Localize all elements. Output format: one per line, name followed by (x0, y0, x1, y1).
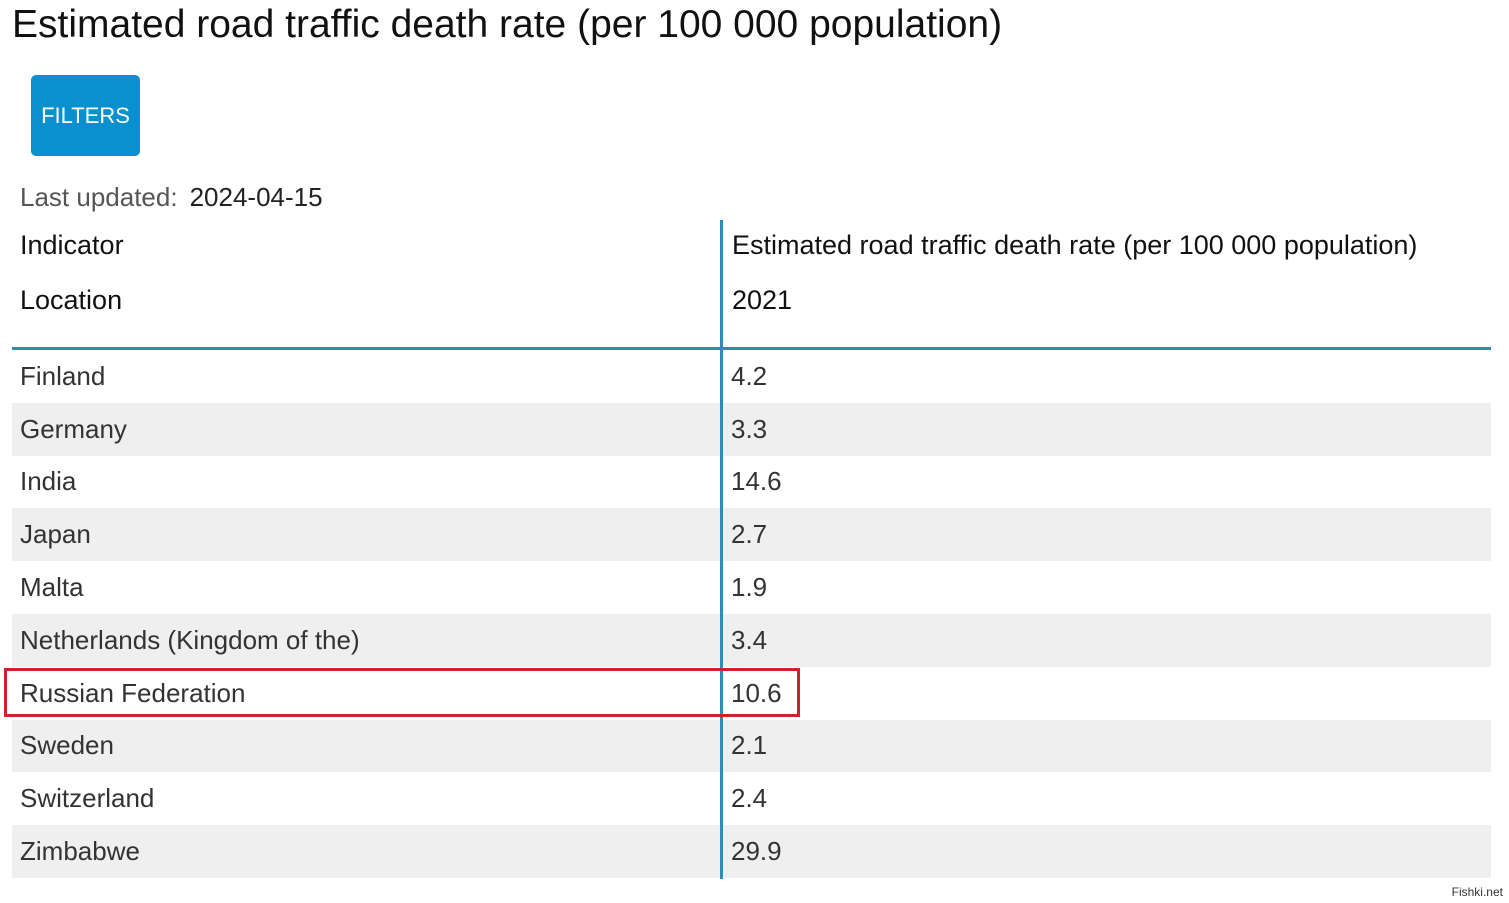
value-cell: 1.9 (731, 572, 768, 603)
location-cell: Finland (20, 360, 106, 391)
table-header: Indicator Estimated road traffic death r… (12, 220, 1491, 350)
location-cell: Zimbabwe (20, 836, 140, 867)
value-cell: 3.4 (731, 624, 768, 655)
value-cell: 2.7 (731, 519, 768, 550)
page-title: Estimated road traffic death rate (per 1… (12, 3, 1003, 46)
table-row: Switzerland 2.4 (12, 772, 1491, 825)
filters-button[interactable]: FILTERS (31, 75, 140, 156)
value-cell: 4.2 (731, 360, 768, 391)
header-location-label: Location (20, 285, 123, 315)
last-updated: Last updated: 2024-04-15 (20, 181, 323, 213)
header-indicator-label: Indicator (20, 230, 124, 260)
location-cell: Sweden (20, 730, 114, 761)
value-cell: 14.6 (731, 466, 782, 497)
last-updated-label: Last updated: (20, 182, 178, 212)
data-table: Indicator Estimated road traffic death r… (12, 220, 1491, 879)
location-cell: Malta (20, 572, 84, 603)
table-row: Zimbabwe 29.9 (12, 825, 1491, 878)
location-cell: Japan (20, 519, 91, 550)
value-cell: 2.1 (731, 730, 768, 761)
watermark: Fishki.net (1451, 885, 1503, 899)
table-row: Germany 3.3 (12, 402, 1491, 456)
value-cell: 3.3 (731, 413, 768, 444)
last-updated-value: 2024-04-15 (189, 182, 323, 212)
table-row: Netherlands (Kingdom of the) 3.4 (12, 613, 1491, 667)
column-divider (720, 220, 723, 879)
location-cell: Russian Federation (20, 677, 246, 708)
table-row: Malta 1.9 (12, 561, 1491, 614)
table-row-highlighted: Russian Federation 10.6 (12, 667, 1491, 720)
value-cell: 29.9 (731, 836, 782, 867)
location-cell: Netherlands (Kingdom of the) (20, 624, 360, 655)
header-indicator-value: Estimated road traffic death rate (per 1… (732, 230, 1418, 260)
table-row: India 14.6 (12, 456, 1491, 509)
value-cell: 2.4 (731, 783, 768, 814)
value-cell: 10.6 (731, 677, 782, 708)
table-row: Finland 4.2 (12, 350, 1491, 403)
location-cell: Germany (20, 413, 127, 444)
location-cell: India (20, 466, 77, 497)
table-row: Sweden 2.1 (12, 719, 1491, 773)
table-row: Japan 2.7 (12, 508, 1491, 562)
header-year: 2021 (732, 285, 793, 315)
location-cell: Switzerland (20, 783, 155, 814)
